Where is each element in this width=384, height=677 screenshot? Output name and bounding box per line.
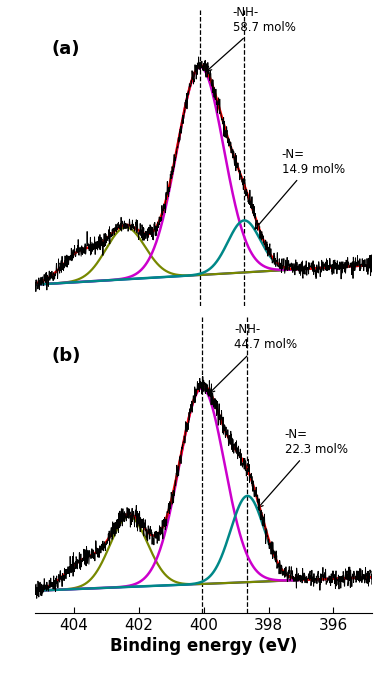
- X-axis label: Binding energy (eV): Binding energy (eV): [110, 636, 297, 655]
- Text: -NH-
58.7 mol%: -NH- 58.7 mol%: [207, 6, 296, 71]
- Text: -N=
22.3 mol%: -N= 22.3 mol%: [258, 428, 348, 508]
- Text: (a): (a): [51, 40, 80, 58]
- Text: -N=
14.9 mol%: -N= 14.9 mol%: [255, 148, 344, 229]
- Text: (b): (b): [51, 347, 81, 365]
- Text: -NH-
44.7 mol%: -NH- 44.7 mol%: [210, 324, 298, 393]
